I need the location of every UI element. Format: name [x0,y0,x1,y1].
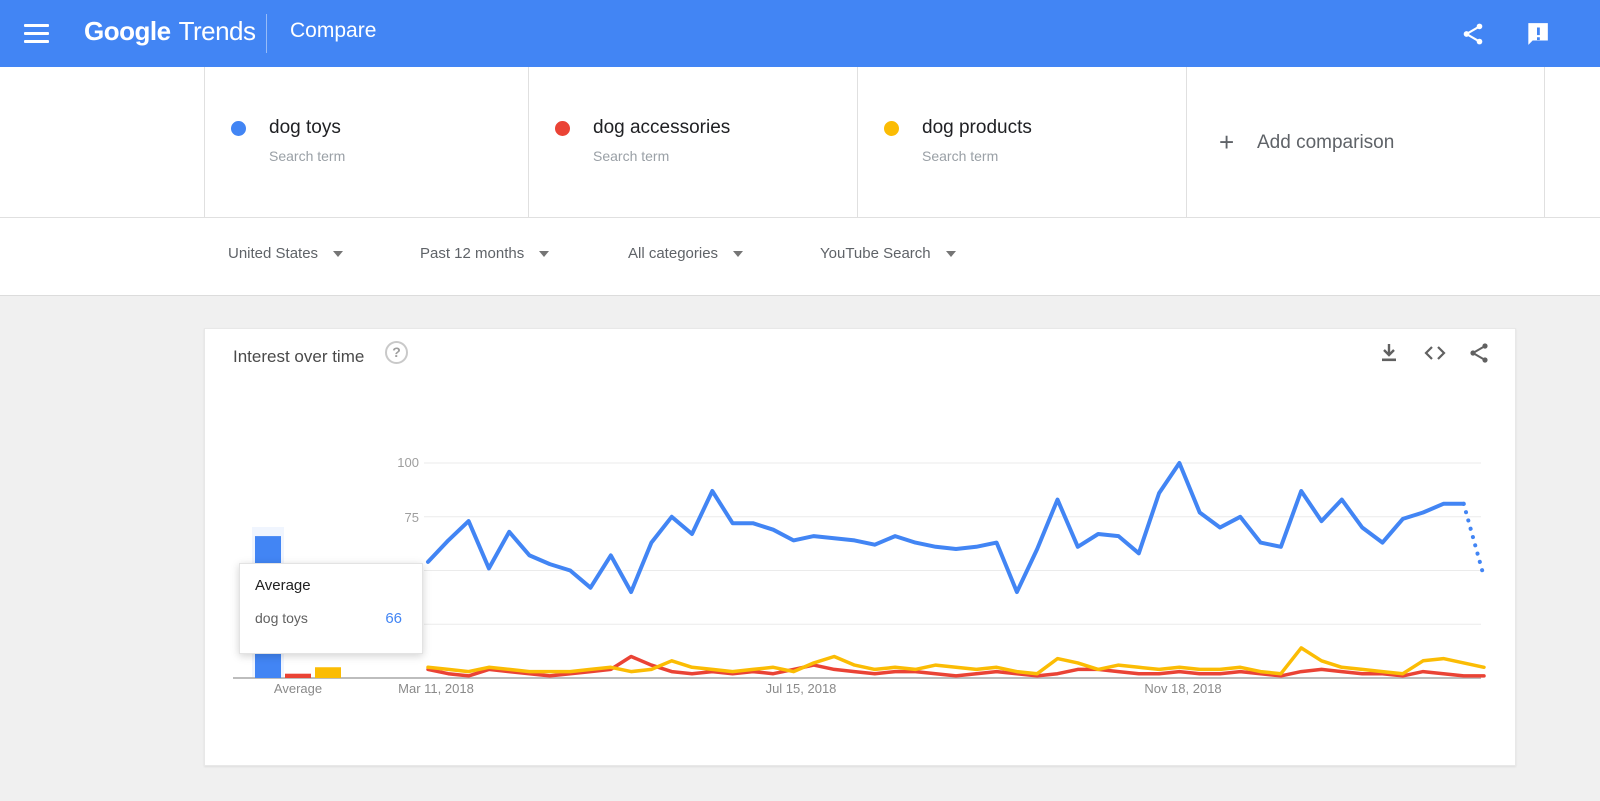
tooltip-value: 66 [385,610,402,627]
plus-icon: + [1219,127,1235,157]
filter-time-label: Past 12 months [420,245,525,262]
filter-region-dropdown[interactable]: United States [228,245,344,262]
term-card-dog-accessories[interactable]: dog accessories Search term [528,67,857,218]
add-comparison-label: Add comparison [1257,132,1395,153]
share-chart-icon[interactable] [1467,341,1491,365]
chart-plot-area [233,461,1486,679]
chevron-down-icon [733,250,744,257]
filter-region-label: United States [228,245,319,262]
x-tick-jul: Jul 15, 2018 [765,681,837,696]
tooltip-term: dog toys [255,610,308,626]
add-comparison-button[interactable]: + Add comparison [1186,67,1544,218]
term-title: dog accessories [593,117,731,138]
comparison-terms-row: dog toys Search term dog accessories Sea… [0,67,1600,218]
series-color-dot-yellow [884,121,899,136]
term-type-label: Search term [269,148,346,164]
feedback-icon[interactable] [1524,21,1550,47]
chart-tooltip: Average dog toys 66 [239,563,423,654]
term-type-label: Search term [593,148,670,164]
page-title: Compare [290,19,377,42]
series-color-dot-red [555,121,570,136]
filter-category-label: All categories [628,245,719,262]
term-title: dog products [922,117,1032,138]
filter-search-type-label: YouTube Search [820,245,931,262]
term-card-dog-products[interactable]: dog products Search term [857,67,1186,218]
term-title: dog toys [269,117,341,138]
chevron-down-icon [333,250,344,257]
term-card-dog-toys[interactable]: dog toys Search term [204,67,528,218]
share-icon[interactable] [1460,21,1486,47]
filters-row: United States Past 12 months All categor… [0,218,1600,296]
logo-divider [266,14,267,53]
app-bar: Google Trends Compare [0,0,1600,67]
logo-google: Google [84,16,171,46]
filter-search-type-dropdown[interactable]: YouTube Search [820,245,956,262]
series-color-dot-blue [231,121,246,136]
row-edge-divider [1544,67,1545,218]
chevron-down-icon [539,250,550,257]
tooltip-title: Average [255,577,311,594]
chevron-down-icon [945,250,956,257]
logo-trends: Trends [178,16,256,46]
x-tick-mar: Mar 11, 2018 [398,681,474,696]
filter-category-dropdown[interactable]: All categories [628,245,744,262]
tooltip-row: dog toys 66 [255,610,402,627]
y-tick-75: 75 [404,510,419,525]
term-type-label: Search term [922,148,999,164]
filter-time-dropdown[interactable]: Past 12 months [420,245,550,262]
google-trends-logo[interactable]: Google Trends [84,16,256,47]
y-tick-100: 100 [397,455,419,470]
interest-over-time-card: Interest over time ? 100 75 50 25 Averag… [204,328,1516,766]
embed-code-icon[interactable] [1423,341,1447,365]
download-icon[interactable] [1377,341,1401,365]
chart-title: Interest over time [233,347,365,366]
help-icon[interactable]: ? [385,341,408,364]
hamburger-menu-icon[interactable] [24,24,49,43]
x-tick-nov: Nov 18, 2018 [1144,681,1222,696]
x-tick-average: Average [273,681,323,696]
